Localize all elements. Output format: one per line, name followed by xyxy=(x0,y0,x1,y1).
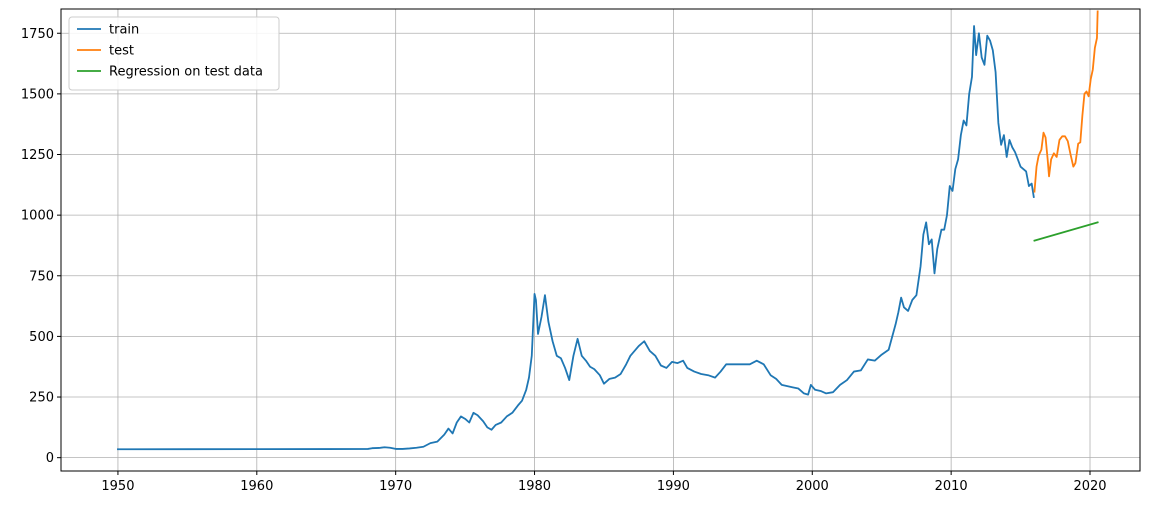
x-tick-label: 2020 xyxy=(1073,479,1106,494)
series-line-0 xyxy=(117,25,1035,451)
y-tick-label: 250 xyxy=(29,391,54,406)
x-tick-label: 2000 xyxy=(796,479,829,494)
series-line-2 xyxy=(1033,221,1099,242)
y-tick-label: 0 xyxy=(46,451,54,466)
plot-area-frame xyxy=(60,8,1141,472)
legend: train test Regression on test data xyxy=(68,16,280,91)
y-tick-label: 500 xyxy=(29,330,54,345)
y-tick-label: 1500 xyxy=(21,87,54,102)
x-tick-label: 2010 xyxy=(935,479,968,494)
series-line-1 xyxy=(1033,10,1099,193)
x-tick-label: 1980 xyxy=(518,479,551,494)
x-tick-label: 1960 xyxy=(240,479,273,494)
series-lines xyxy=(117,10,1099,451)
legend-label: train xyxy=(109,23,139,38)
x-tick-label: 1990 xyxy=(657,479,690,494)
y-tick-label: 1750 xyxy=(21,27,54,42)
y-tick-label: 1250 xyxy=(21,148,54,163)
axis-ticks: 1950 1960 1970 1980 1990 2000 2010 2020 0 250 500 7… xyxy=(21,27,1107,494)
legend-label: test xyxy=(109,44,134,59)
y-tick-label: 750 xyxy=(29,269,54,284)
x-tick-label: 1950 xyxy=(101,479,134,494)
y-tick-label: 1000 xyxy=(21,209,54,224)
legend-label: Regression on test data xyxy=(109,65,263,80)
legend-box xyxy=(68,16,280,91)
x-tick-label: 1970 xyxy=(379,479,412,494)
